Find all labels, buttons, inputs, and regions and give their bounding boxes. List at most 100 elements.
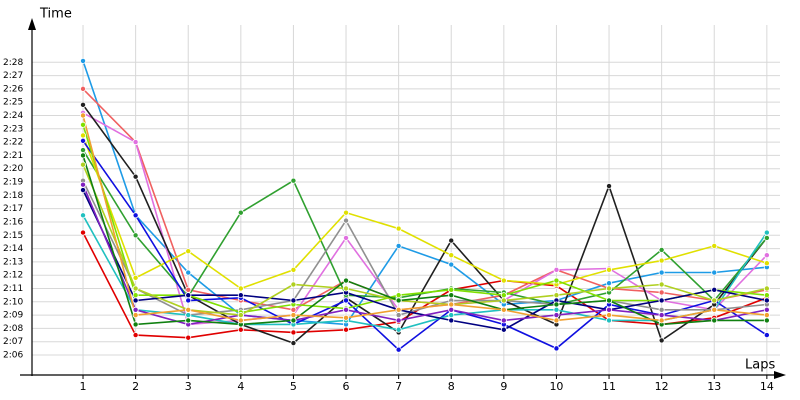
data-point <box>132 332 139 339</box>
data-point <box>448 286 455 293</box>
data-point <box>290 340 297 347</box>
x-tick-label: 10 <box>549 380 563 393</box>
data-point <box>763 252 770 259</box>
data-point <box>132 139 139 146</box>
y-tick-label: 2:06 <box>3 351 23 361</box>
x-tick-label: 4 <box>237 380 244 393</box>
data-point <box>290 281 297 288</box>
x-tick-label: 12 <box>655 380 669 393</box>
data-point <box>343 217 350 224</box>
y-tick-label: 2:24 <box>3 111 23 121</box>
data-point <box>448 301 455 308</box>
y-tick-label: 2:12 <box>3 271 23 281</box>
grid <box>32 25 780 375</box>
data-point <box>80 112 87 119</box>
y-tick-label: 2:15 <box>3 231 23 241</box>
data-point <box>658 312 665 319</box>
y-tick-label: 2:22 <box>3 138 23 148</box>
data-point <box>553 306 560 313</box>
series-line <box>82 124 767 314</box>
y-tick-label: 2:21 <box>3 151 23 161</box>
data-point <box>80 101 87 108</box>
data-point <box>395 306 402 313</box>
series-line <box>82 155 767 326</box>
data-point <box>658 289 665 296</box>
data-point <box>500 277 507 284</box>
data-point <box>606 306 613 313</box>
data-point <box>553 312 560 319</box>
data-point <box>711 306 718 313</box>
data-point <box>763 312 770 319</box>
data-point <box>500 297 507 304</box>
x-tick-label: 11 <box>602 380 616 393</box>
data-point <box>711 317 718 324</box>
data-point <box>132 292 139 299</box>
data-point <box>80 132 87 139</box>
data-point <box>553 317 560 324</box>
data-point <box>711 297 718 304</box>
data-point <box>343 285 350 292</box>
y-tick-label: 2:16 <box>3 217 23 227</box>
data-point <box>763 297 770 304</box>
x-tick-label: 13 <box>707 380 721 393</box>
data-point <box>185 312 192 319</box>
x-tick-label: 2 <box>132 380 139 393</box>
data-point <box>185 248 192 255</box>
data-point <box>658 306 665 313</box>
data-point <box>763 260 770 267</box>
data-point <box>185 269 192 276</box>
data-point <box>132 285 139 292</box>
data-point <box>395 317 402 324</box>
data-point <box>237 209 244 216</box>
data-point <box>763 317 770 324</box>
data-point <box>80 161 87 168</box>
data-point <box>500 306 507 313</box>
data-point <box>763 285 770 292</box>
data-point <box>80 85 87 92</box>
x-tick-label: 9 <box>500 380 507 393</box>
data-point <box>132 212 139 219</box>
data-point <box>80 212 87 219</box>
data-point <box>290 177 297 184</box>
y-tick-label: 2:23 <box>3 124 23 134</box>
data-point <box>80 152 87 159</box>
data-point <box>132 306 139 313</box>
data-point <box>132 232 139 239</box>
data-point <box>553 292 560 299</box>
data-point <box>237 312 244 319</box>
data-point <box>185 297 192 304</box>
y-tick-label: 2:26 <box>3 84 23 94</box>
data-point <box>185 306 192 313</box>
data-point <box>658 269 665 276</box>
data-point <box>658 297 665 304</box>
x-axis-arrow <box>774 371 786 379</box>
data-point <box>132 274 139 281</box>
data-point <box>395 346 402 353</box>
data-point <box>290 266 297 273</box>
y-axis-arrow <box>28 18 36 30</box>
data-point <box>290 312 297 319</box>
data-point <box>711 286 718 293</box>
x-tick-label: 6 <box>343 380 350 393</box>
data-point <box>343 297 350 304</box>
x-tick-label: 1 <box>80 380 87 393</box>
y-tick-label: 2:07 <box>3 337 23 347</box>
data-point <box>448 237 455 244</box>
data-point <box>500 326 507 333</box>
series-line <box>82 115 767 322</box>
data-point <box>343 314 350 321</box>
y-tick-label: 2:28 <box>3 58 23 68</box>
data-point <box>290 297 297 304</box>
data-point <box>553 345 560 352</box>
data-point <box>185 334 192 341</box>
series-line <box>82 88 767 311</box>
data-point <box>185 286 192 293</box>
data-point <box>658 257 665 264</box>
data-point <box>606 312 613 319</box>
data-point <box>500 317 507 324</box>
data-point <box>448 306 455 313</box>
x-tick-label: 7 <box>395 380 402 393</box>
data-point <box>763 229 770 236</box>
y-tick-label: 2:18 <box>3 191 23 201</box>
y-tick-label: 2:27 <box>3 71 23 81</box>
